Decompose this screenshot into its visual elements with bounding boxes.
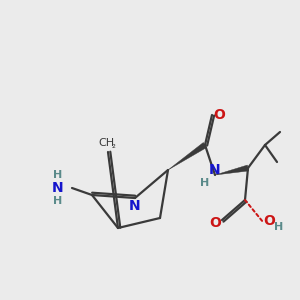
Text: H: H	[53, 170, 63, 180]
Polygon shape	[215, 165, 249, 175]
Text: CH: CH	[98, 138, 114, 148]
Text: ₂: ₂	[112, 140, 116, 150]
Text: O: O	[209, 216, 221, 230]
Text: H: H	[53, 196, 63, 206]
Text: H: H	[274, 222, 284, 232]
Text: H: H	[200, 178, 210, 188]
Text: O: O	[213, 108, 225, 122]
Text: N: N	[129, 199, 141, 213]
Text: N: N	[52, 181, 64, 195]
Text: O: O	[263, 214, 275, 228]
Text: N: N	[209, 163, 221, 177]
Polygon shape	[168, 142, 207, 170]
